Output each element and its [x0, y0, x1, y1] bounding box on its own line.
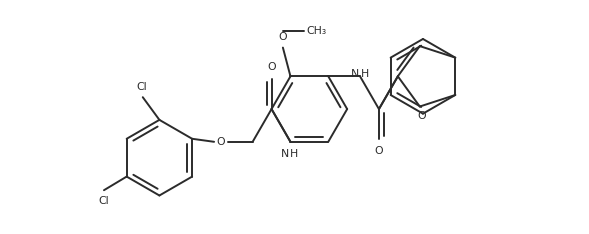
- Text: Cl: Cl: [98, 196, 108, 206]
- Text: O: O: [375, 146, 383, 156]
- Text: O: O: [279, 32, 287, 42]
- Text: O: O: [217, 137, 225, 147]
- Text: H: H: [290, 149, 299, 159]
- Text: CH₃: CH₃: [307, 26, 327, 36]
- Text: O: O: [267, 62, 276, 73]
- Text: N: N: [352, 69, 360, 79]
- Text: H: H: [360, 69, 369, 79]
- Text: O: O: [417, 111, 426, 121]
- Text: Cl: Cl: [137, 82, 147, 91]
- Text: N: N: [281, 149, 289, 159]
